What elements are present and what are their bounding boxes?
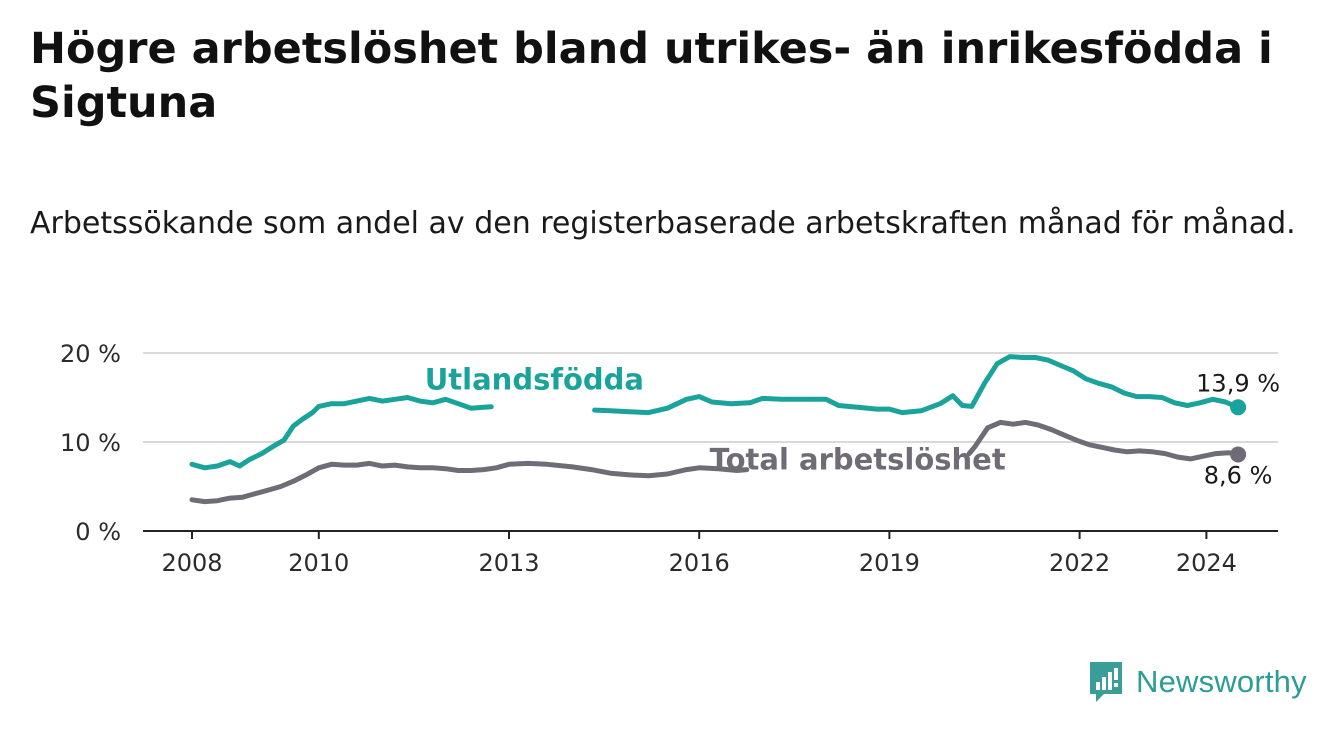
- series-line-utlandsfodda: [592, 354, 1241, 416]
- series-label: Utlandsfödda: [425, 362, 644, 396]
- y-axis: 0 % 10 % 20 %: [60, 340, 121, 546]
- line-chart: 0 % 10 % 20 % 2008 2010 2013 2016 2019 2022 2024…: [60, 340, 1280, 577]
- series-label: Total arbetslöshet: [710, 443, 1006, 477]
- x-tick-label: 2008: [161, 549, 222, 577]
- x-tick-label: 2016: [669, 549, 730, 577]
- series-line-utlandsfodda: [189, 395, 494, 471]
- end-value-label: 8,6 %: [1204, 461, 1273, 489]
- end-point-marker: [1230, 399, 1247, 416]
- y-tick-label: 10 %: [60, 429, 121, 457]
- end-value-label: 13,9 %: [1196, 369, 1280, 397]
- x-tick-label: 2013: [478, 549, 539, 577]
- x-tick-label: 2024: [1176, 549, 1237, 577]
- grid: [143, 352, 1278, 443]
- chart-title: Högre arbetslöshet bland utrikes- än inr…: [30, 24, 1273, 128]
- y-tick-label: 0 %: [75, 518, 121, 546]
- x-axis: 2008 2010 2013 2016 2019 2022 2024: [143, 530, 1278, 577]
- annotation-layer: Utlandsfödda Total arbetslöshet: [425, 362, 1006, 476]
- series-layer: 13,9 % 8,6 %: [189, 354, 1280, 505]
- y-tick-label: 20 %: [60, 340, 121, 368]
- x-tick-label: 2022: [1049, 549, 1110, 577]
- brand-name: Newsworthy: [1136, 664, 1307, 699]
- newsworthy-brand: Newsworthy: [1088, 660, 1307, 704]
- series-line-total: [189, 460, 750, 505]
- end-point-marker: [1230, 446, 1247, 463]
- chart-subtitle: Arbetssökande som andel av den registerb…: [30, 206, 1296, 241]
- x-tick-label: 2010: [288, 549, 349, 577]
- x-tick-label: 2019: [859, 549, 920, 577]
- newsworthy-logo-icon: [1090, 662, 1122, 702]
- series-line-total: [966, 419, 1241, 462]
